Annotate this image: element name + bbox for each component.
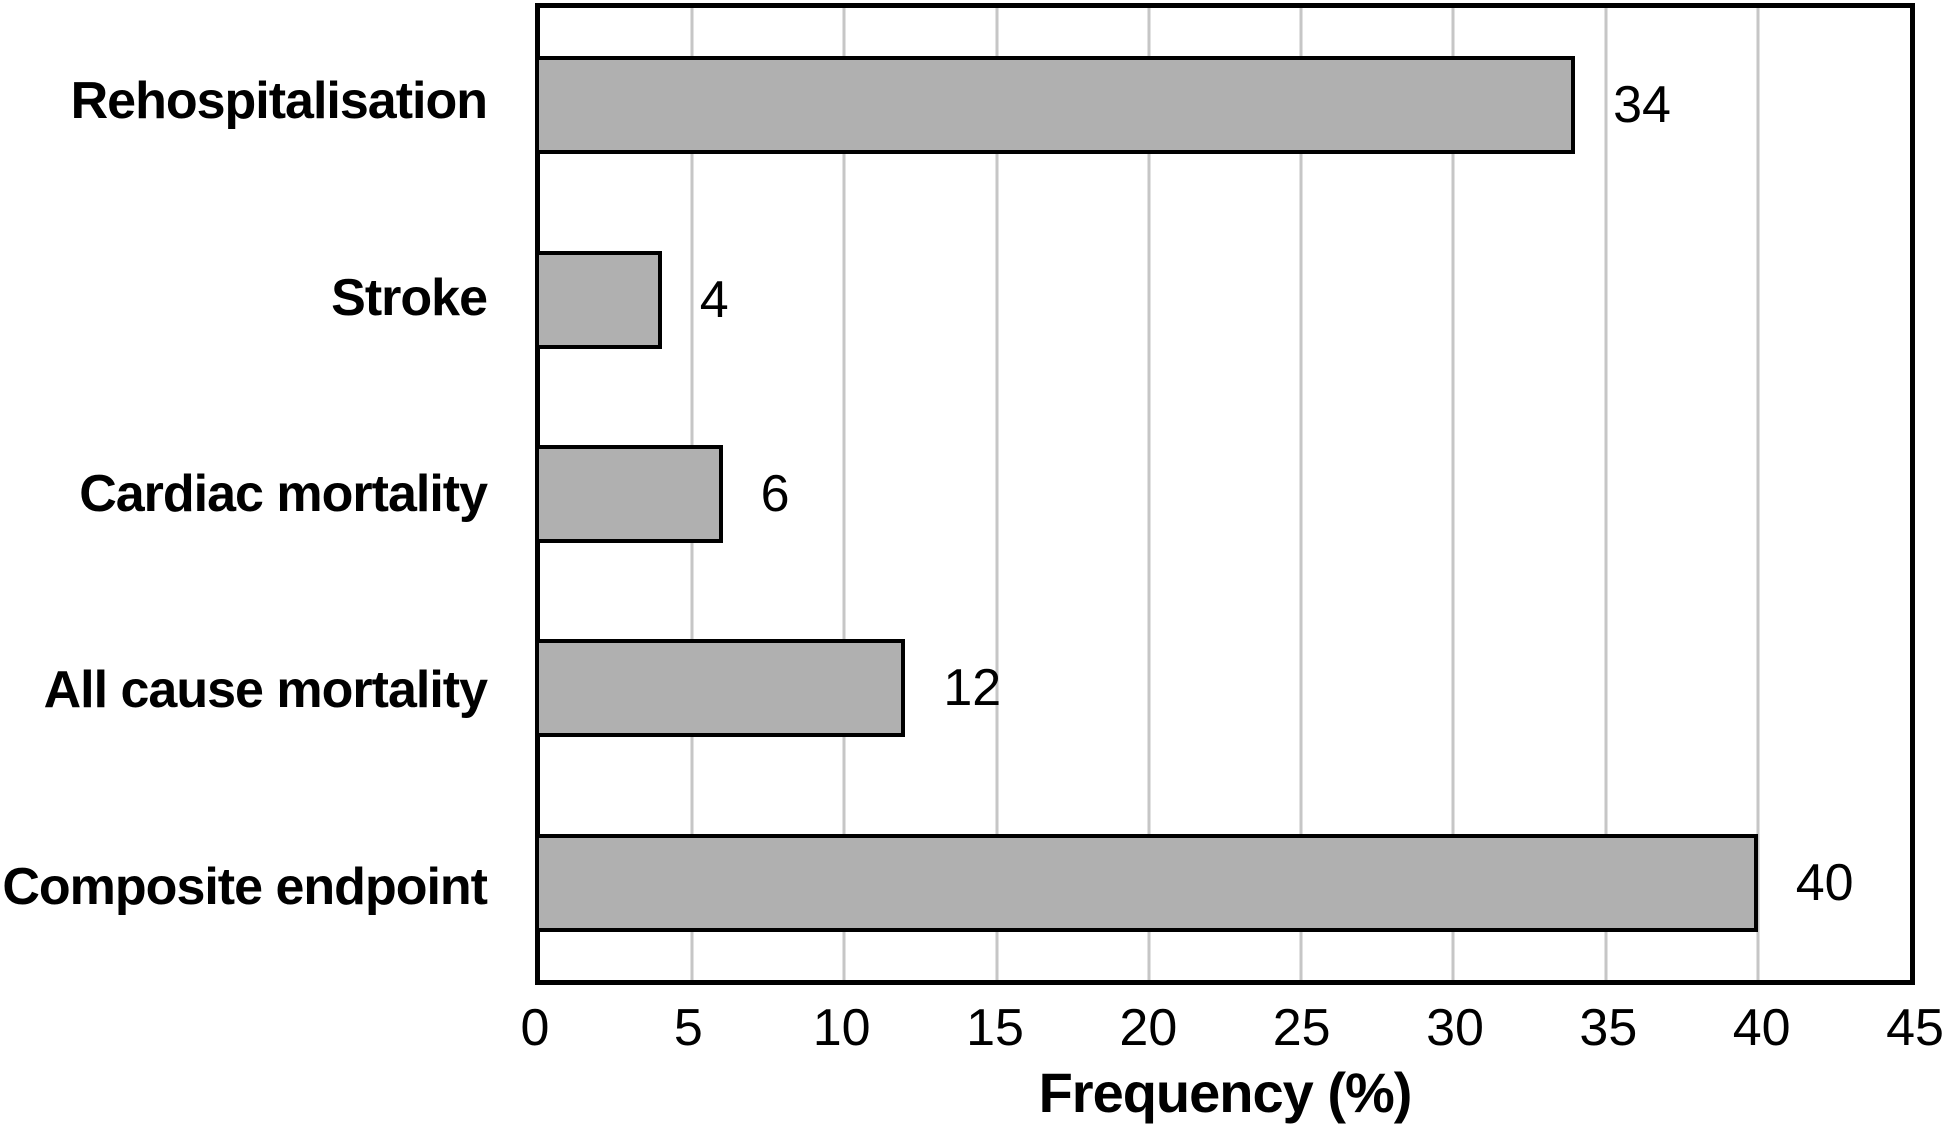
- x-tick-label: 45: [1886, 999, 1944, 1057]
- bar: [535, 639, 906, 738]
- bar-value-label: 12: [943, 659, 1002, 718]
- x-tick-label: 10: [812, 999, 871, 1057]
- bar-row: 4: [535, 202, 1910, 396]
- gridline: [1451, 8, 1455, 980]
- x-tick-label: 5: [673, 999, 703, 1057]
- category-axis-labels: Rehospitalisation Stroke Cardiac mortality…: [0, 3, 488, 985]
- category-label: Stroke: [331, 268, 488, 327]
- x-tick-label: 0: [520, 999, 550, 1057]
- bar-value-label: 6: [760, 464, 790, 523]
- gridline: [842, 8, 846, 980]
- category-label: Composite endpoint: [2, 857, 488, 916]
- bar: [535, 56, 1576, 155]
- gridline: [1756, 8, 1760, 980]
- x-tick-label: 30: [1426, 999, 1484, 1057]
- plot-area: 34 4 6 12 40: [535, 3, 1915, 985]
- x-tick-label: 35: [1579, 999, 1638, 1057]
- bar-row: 12: [535, 591, 1910, 785]
- category-label: Rehospitalisation: [70, 72, 488, 131]
- bar: [535, 444, 723, 543]
- x-tick-label: 15: [966, 999, 1024, 1057]
- gridline: [1299, 8, 1303, 980]
- gridline: [1147, 8, 1151, 980]
- gridline: [995, 8, 999, 980]
- bar-value-label: 4: [699, 270, 729, 329]
- x-axis-tick-labels: 0 5 10 15 20 25 30 35 40 45: [521, 998, 1944, 1060]
- bar: [535, 833, 1758, 932]
- gridline: [1604, 8, 1608, 980]
- bar-row: 34: [535, 8, 1910, 202]
- x-axis-title: Frequency (%): [1038, 1061, 1413, 1124]
- bar-value-label: 40: [1795, 853, 1854, 912]
- x-tick-label: 20: [1119, 999, 1178, 1057]
- x-tick-label: 25: [1272, 999, 1331, 1057]
- bar-value-label: 34: [1613, 76, 1671, 135]
- x-tick-label: 40: [1732, 999, 1791, 1057]
- bar-row: 40: [535, 786, 1910, 980]
- bar-row: 6: [535, 397, 1910, 591]
- bar: [535, 250, 662, 349]
- category-label: All cause mortality: [43, 661, 488, 720]
- category-label: Cardiac mortality: [79, 465, 488, 524]
